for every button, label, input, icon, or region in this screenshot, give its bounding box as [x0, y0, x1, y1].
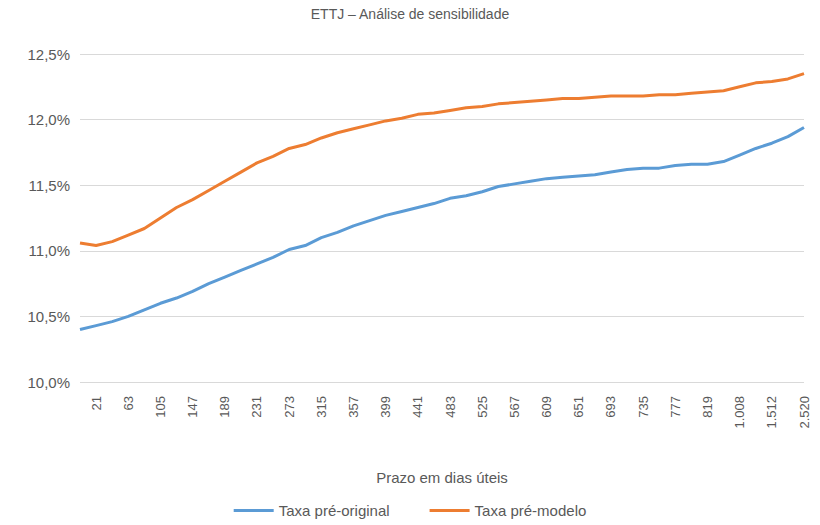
svg-text:Taxa pré-modelo: Taxa pré-modelo — [475, 502, 587, 519]
svg-text:63: 63 — [121, 396, 136, 410]
svg-text:ETTJ – Análise de sensibilidad: ETTJ – Análise de sensibilidade — [311, 6, 510, 22]
svg-text:441: 441 — [410, 396, 425, 418]
svg-text:231: 231 — [249, 396, 264, 418]
svg-text:10,0%: 10,0% — [27, 374, 70, 391]
svg-text:525: 525 — [475, 396, 490, 418]
svg-text:21: 21 — [89, 396, 104, 410]
svg-text:735: 735 — [636, 396, 651, 418]
svg-text:1.008: 1.008 — [732, 396, 747, 429]
svg-text:609: 609 — [539, 396, 554, 418]
svg-text:10,5%: 10,5% — [27, 308, 70, 325]
svg-text:819: 819 — [700, 396, 715, 418]
svg-text:693: 693 — [603, 396, 618, 418]
svg-text:11,0%: 11,0% — [29, 242, 70, 259]
svg-text:12,0%: 12,0% — [27, 111, 70, 128]
svg-text:147: 147 — [185, 396, 200, 418]
svg-text:105: 105 — [153, 396, 168, 418]
svg-text:777: 777 — [668, 396, 683, 418]
svg-text:11,5%: 11,5% — [29, 177, 70, 194]
svg-text:189: 189 — [217, 396, 232, 418]
svg-text:315: 315 — [314, 396, 329, 418]
svg-text:399: 399 — [378, 396, 393, 418]
svg-text:567: 567 — [507, 396, 522, 418]
svg-text:483: 483 — [443, 396, 458, 418]
svg-text:Taxa pré-original: Taxa pré-original — [279, 502, 390, 519]
svg-text:273: 273 — [282, 396, 297, 418]
svg-text:Prazo em dias úteis: Prazo em dias úteis — [376, 469, 508, 486]
svg-text:2.520: 2.520 — [797, 396, 812, 429]
svg-text:357: 357 — [346, 396, 361, 418]
svg-text:651: 651 — [571, 396, 586, 418]
svg-text:1.512: 1.512 — [764, 396, 779, 429]
svg-text:12,5%: 12,5% — [27, 46, 70, 63]
